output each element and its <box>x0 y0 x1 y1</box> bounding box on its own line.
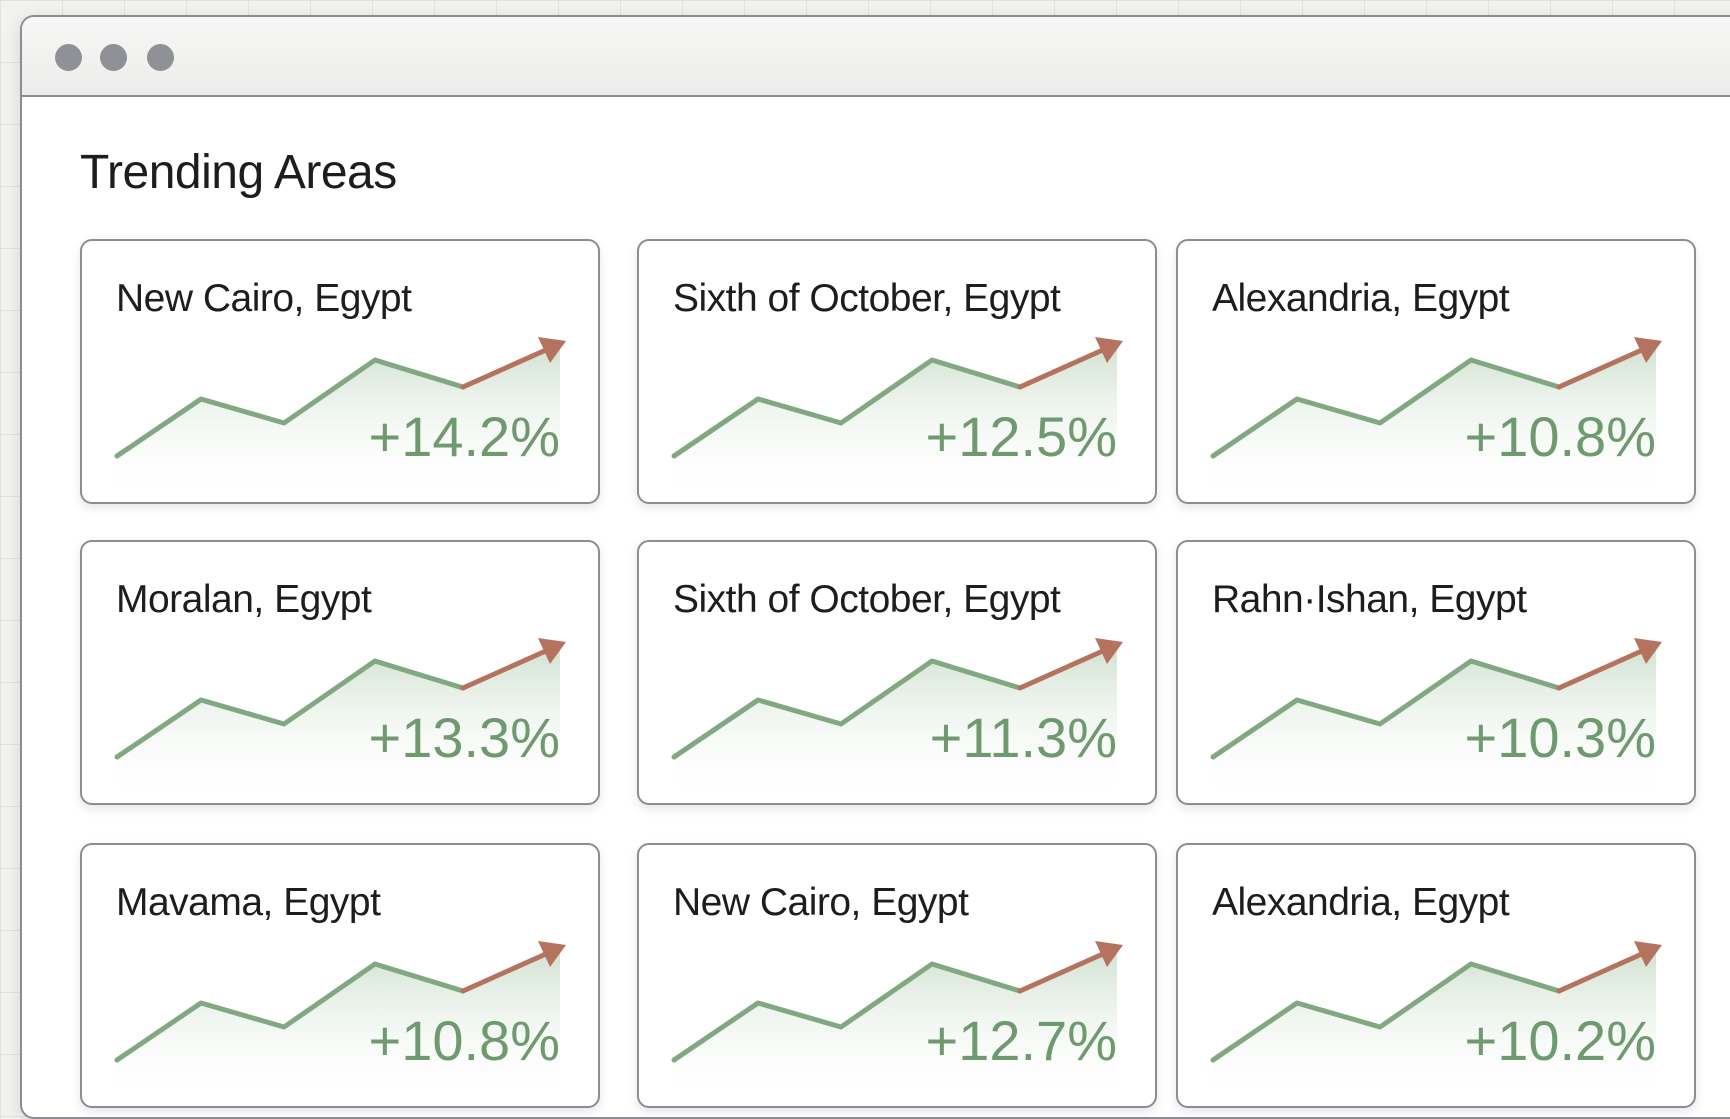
sparkline-line <box>1210 961 1562 1063</box>
area-card[interactable]: New Cairo, Egypt +12.7% <box>637 843 1157 1108</box>
sparkline-line <box>1210 658 1562 760</box>
area-change: +10.3% <box>1464 706 1657 769</box>
sparkline-line <box>671 658 1023 760</box>
window: Trending Areas New Cairo, Egypt +14.2% Six… <box>20 15 1730 1119</box>
sparkline-line <box>1210 357 1562 459</box>
sparkline <box>114 638 566 803</box>
window-dot[interactable] <box>55 44 82 71</box>
trend-arrow <box>1556 346 1647 390</box>
area-card[interactable]: Alexandria, Egypt +10.2% <box>1176 843 1696 1108</box>
area-name: New Cairo, Egypt <box>116 277 412 320</box>
area-change: +12.7% <box>925 1009 1118 1072</box>
area-name: Moralan, Egypt <box>116 578 372 621</box>
area-name: Rahn·Ishan, Egypt <box>1212 578 1527 621</box>
area-name: Mavama, Egypt <box>116 881 381 924</box>
area-change: +11.3% <box>929 706 1117 769</box>
sparkline <box>1210 337 1662 502</box>
trend-arrow <box>1017 647 1108 691</box>
area-change: +10.8% <box>1464 405 1657 468</box>
area-card[interactable]: Sixth of October, Egypt +11.3% <box>637 540 1157 805</box>
area-change: +14.2% <box>368 405 561 468</box>
area-name: New Cairo, Egypt <box>673 881 969 924</box>
area-change: +13.3% <box>368 706 561 769</box>
sparkline <box>114 337 566 502</box>
area-change: +10.8% <box>368 1009 561 1072</box>
trend-arrow <box>1556 950 1647 994</box>
area-name: Alexandria, Egypt <box>1212 277 1510 320</box>
title-bar <box>22 17 1730 97</box>
sparkline <box>1210 638 1662 803</box>
trend-arrow-head <box>1634 638 1662 664</box>
area-name: Sixth of October, Egypt <box>673 277 1061 320</box>
sparkline-line <box>671 357 1023 459</box>
area-card[interactable]: Sixth of October, Egypt +12.5% <box>637 239 1157 504</box>
area-name: Alexandria, Egypt <box>1212 881 1510 924</box>
sparkline <box>671 638 1123 803</box>
area-card[interactable]: Mavama, Egypt +10.8% <box>80 843 600 1108</box>
area-name: Sixth of October, Egypt <box>673 578 1061 621</box>
trend-arrow-head <box>538 638 566 664</box>
section-title: Trending Areas <box>80 146 397 199</box>
trend-arrow <box>460 346 551 390</box>
area-change: +10.2% <box>1464 1009 1657 1072</box>
trend-arrow <box>460 647 551 691</box>
sparkline-line <box>671 961 1023 1063</box>
area-card[interactable]: Moralan, Egypt +13.3% <box>80 540 600 805</box>
area-card[interactable]: New Cairo, Egypt +14.2% <box>80 239 600 504</box>
trend-arrow <box>1017 346 1108 390</box>
trend-arrow-head <box>1634 941 1662 967</box>
trend-arrow-head <box>538 941 566 967</box>
trend-arrow-head <box>1095 941 1123 967</box>
trend-arrow-head <box>1095 638 1123 664</box>
sparkline-line <box>114 658 466 760</box>
area-card[interactable]: Rahn·Ishan, Egypt +10.3% <box>1176 540 1696 805</box>
trend-arrow-head <box>538 337 566 363</box>
trend-arrow <box>1556 647 1647 691</box>
trend-arrow <box>1017 950 1108 994</box>
area-card[interactable]: Alexandria, Egypt +10.8% <box>1176 239 1696 504</box>
trend-arrow-head <box>1634 337 1662 363</box>
window-dot[interactable] <box>100 44 127 71</box>
trend-arrow <box>460 950 551 994</box>
area-change: +12.5% <box>925 405 1118 468</box>
sparkline-line <box>114 357 466 459</box>
sparkline-line <box>114 961 466 1063</box>
sparkline <box>671 337 1123 502</box>
trend-arrow-head <box>1095 337 1123 363</box>
window-dot[interactable] <box>147 44 174 71</box>
